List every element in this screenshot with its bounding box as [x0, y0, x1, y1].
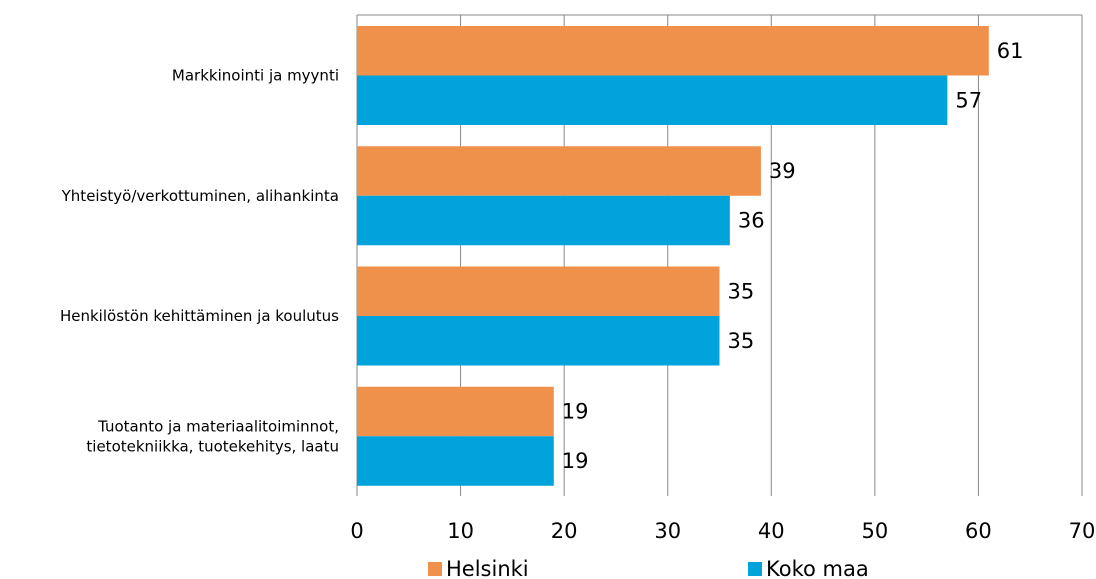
data-label-koko-maa-1: 36	[738, 209, 765, 233]
bar-koko-maa-2	[357, 316, 720, 366]
legend-swatch-helsinki	[428, 562, 442, 576]
x-tick-label-60: 60	[965, 519, 992, 543]
x-tick-label-50: 50	[861, 519, 888, 543]
x-tick-label-40: 40	[758, 519, 785, 543]
legend-label-koko-maa: Koko maa	[766, 557, 869, 579]
bar-koko-maa-1	[357, 195, 730, 246]
bar-helsinki-3	[357, 386, 554, 437]
category-label-3-line-1: tietotekniikka, tuotekehitys, laatu	[86, 437, 339, 455]
bars	[357, 26, 989, 486]
data-label-koko-maa-3: 19	[562, 449, 589, 473]
category-label-3-line-0: Tuotanto ja materiaalitoiminnot,	[97, 417, 339, 435]
data-label-koko-maa-2: 35	[728, 329, 755, 353]
data-label-helsinki-0: 61	[997, 39, 1024, 63]
data-label-helsinki-1: 39	[769, 159, 796, 183]
x-axis-ticks: 0 10 20 30 40 50 60 70	[350, 519, 1095, 543]
bar-helsinki-1	[357, 146, 761, 196]
data-label-helsinki-3: 19	[562, 400, 589, 424]
x-tick-label-70: 70	[1069, 519, 1096, 543]
category-label-0: Markkinointi ja myynti	[172, 67, 339, 85]
data-label-helsinki-2: 35	[728, 279, 755, 303]
bar-helsinki-0	[357, 26, 989, 76]
bar-helsinki-2	[357, 266, 720, 316]
bar-koko-maa-3	[357, 436, 554, 486]
legend-swatch-koko-maa	[748, 562, 762, 576]
legend: Helsinki Koko maa	[428, 557, 869, 579]
x-tick-label-0: 0	[350, 519, 363, 543]
x-tick-label-10: 10	[447, 519, 474, 543]
x-tick-label-20: 20	[551, 519, 578, 543]
category-labels: Markkinointi ja myynti Yhteistyö/verkottu…	[60, 67, 339, 456]
legend-label-helsinki: Helsinki	[446, 557, 529, 579]
category-label-2: Henkilöstön kehittäminen ja koulutus	[60, 307, 339, 325]
category-label-1: Yhteistyö/verkottuminen, alihankinta	[61, 187, 339, 205]
data-label-koko-maa-0: 57	[955, 88, 982, 112]
data-labels: 61 57 39 36 35 35 19 19	[562, 39, 1024, 473]
x-tick-label-30: 30	[654, 519, 681, 543]
bar-koko-maa-0	[357, 75, 948, 125]
